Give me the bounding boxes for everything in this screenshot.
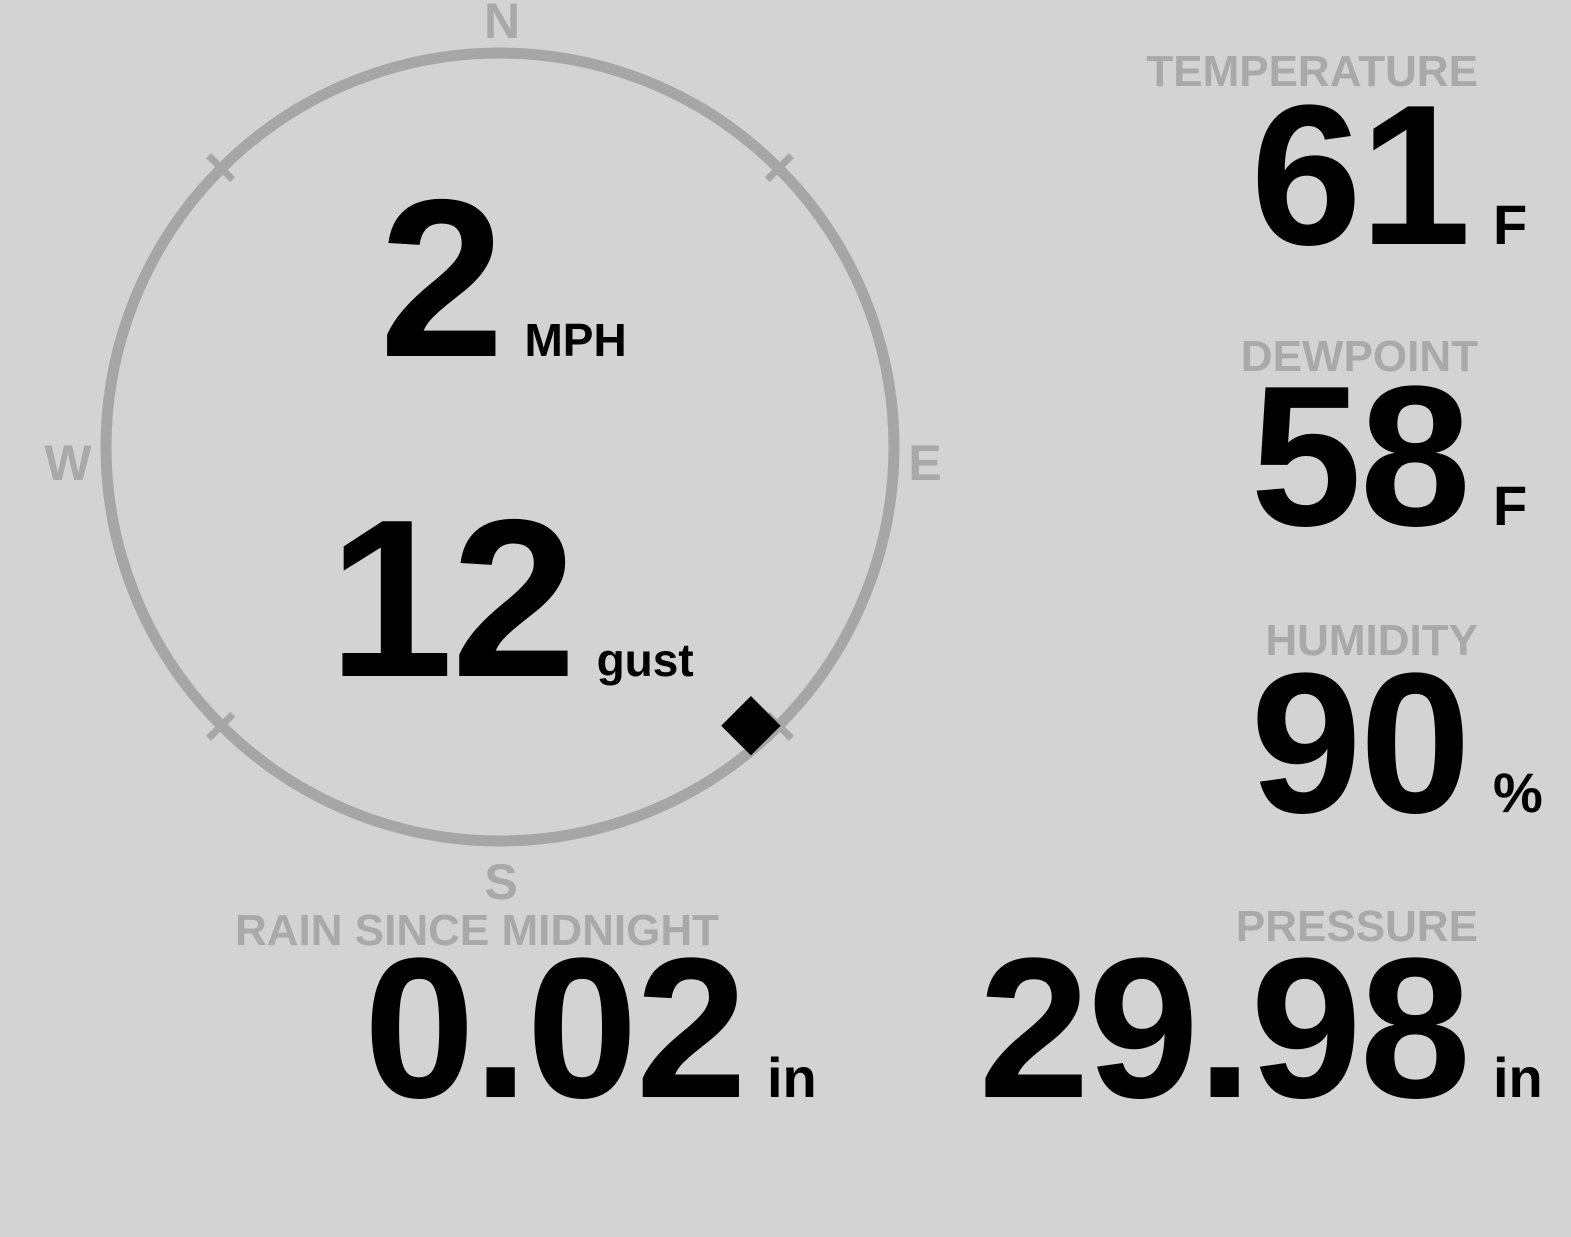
cardinal-east: E <box>908 435 941 491</box>
dewpoint-label: DEWPOINT <box>1240 332 1478 381</box>
compass-tick-sw <box>206 711 236 741</box>
rain-value: 0.02 <box>363 917 747 1140</box>
wind-compass: N E S W <box>44 0 941 910</box>
temperature-value: 61 <box>1250 64 1471 287</box>
compass-tick-nw <box>206 153 236 183</box>
wind-speed-unit: MPH <box>524 314 627 366</box>
pressure-reading: 29.98 in <box>900 929 1570 1129</box>
rain-label: RAIN SINCE MIDNIGHT <box>235 906 719 955</box>
dewpoint-value: 58 <box>1250 345 1471 568</box>
wind-speed: 2 MPH <box>379 166 626 391</box>
dewpoint-reading: 58 F <box>1050 357 1570 557</box>
dewpoint-unit: F <box>1493 474 1528 537</box>
humidity-label: HUMIDITY <box>1265 616 1478 665</box>
pressure-label: PRESSURE <box>1235 902 1478 951</box>
wind-gust-unit: gust <box>596 634 694 686</box>
wind-speed-value: 2 <box>379 152 504 404</box>
humidity-reading: 90 % <box>1050 644 1570 844</box>
cardinal-west: W <box>44 435 92 491</box>
pressure-value: 29.98 <box>978 917 1471 1140</box>
temperature-reading: 61 F <box>1050 76 1570 276</box>
wind-direction-marker <box>721 696 781 756</box>
cardinal-north: N <box>484 0 520 49</box>
temperature-label: TEMPERATURE <box>1146 47 1478 96</box>
humidity-value: 90 <box>1250 632 1471 855</box>
temperature-unit: F <box>1493 193 1528 256</box>
wind-gust-value: 12 <box>328 472 576 724</box>
cardinal-south: S <box>484 854 517 910</box>
compass-tick-ne <box>764 153 794 183</box>
compass-ring <box>100 47 900 847</box>
humidity-unit: % <box>1493 761 1543 824</box>
rain-unit: in <box>767 1046 817 1109</box>
wind-gust: 12 gust <box>328 486 693 711</box>
rain-reading: 0.02 in <box>300 929 844 1129</box>
pressure-unit: in <box>1493 1046 1543 1109</box>
